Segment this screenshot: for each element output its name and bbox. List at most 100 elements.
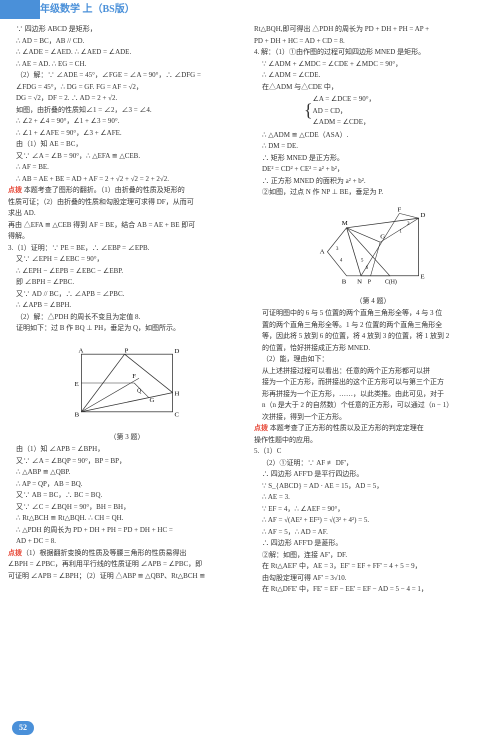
- text-line: ∴ ∠1 + ∠AFE = 90°，∠3 + ∠AFE.: [8, 128, 246, 139]
- text-line: 再由 △EFA ≌ △CEB 得到 AF = BE，结合 AB = AE + B…: [8, 220, 246, 231]
- text-line: n（n 是大于 2 的自然数）个任意的正方形，可以通过（n − 1）: [254, 400, 492, 411]
- text-line: ∴ ∠ADE = ∠AED. ∴ ∠AED = ∠ADE.: [8, 47, 246, 58]
- text-line: ∴ ∠ADM = ∠CDE.: [254, 70, 492, 81]
- svg-text:P: P: [125, 347, 129, 354]
- text-line: 等，因此将 5 放到 6 的位置，将 4 放到 3 的位置，将 1 放到 2: [254, 331, 492, 342]
- text-line: 次拼接，得到一个正方形。: [254, 412, 492, 423]
- svg-text:F: F: [397, 206, 401, 213]
- text-line: 又∵ ∠EPH = ∠EBC = 90°，: [8, 254, 246, 265]
- left-column: ∵ 四边形 ABCD 是矩形， ∴ AD = BC，AB // CD. ∴ ∠A…: [8, 23, 246, 596]
- svg-text:H: H: [175, 390, 180, 397]
- svg-text:6: 6: [366, 266, 369, 271]
- brace-line: ∠A = ∠DCE = 90°，: [313, 94, 376, 105]
- text-line: DG = √2，DF = 2. ∴ AD = 2 + √2.: [8, 93, 246, 104]
- svg-text:5: 5: [361, 258, 364, 263]
- svg-text:1: 1: [399, 229, 402, 234]
- text-line: 性质可证；（2）由折叠的性质和勾股定理可求得 DF，从而可: [8, 197, 246, 208]
- svg-text:2: 2: [407, 221, 410, 226]
- question-line: 3.（1）证明：∵ PE = BE，∴ ∠EBP = ∠EPB.: [8, 243, 246, 254]
- text-line: 又∵ ∠C = ∠BQH = 90°，BH = BH，: [8, 502, 246, 513]
- page-number: 52: [12, 721, 34, 735]
- diagram-3: A P D E F G H B C Q: [67, 338, 187, 428]
- svg-text:A: A: [320, 248, 325, 255]
- text-line: 又∵ ∠A = ∠BQP = 90°，BP = BP，: [8, 456, 246, 467]
- text-line: ∴ 四边形 AFF'D 是平行四边形。: [254, 469, 492, 480]
- text-line: 从上述拼接过程可以看出：任意的两个正方形都可以拼: [254, 366, 492, 377]
- text-line: ∴ △ADM ≌ △CDE（ASA）.: [254, 130, 492, 141]
- text-line: （2）能，理由如下：: [254, 354, 492, 365]
- svg-text:P: P: [368, 279, 371, 285]
- hint-line: 点拨 本题考查了正方形的性质以及正方形的判定定理在: [254, 423, 492, 434]
- hint-text: （1）根据翻折变换的性质及等腰三角形的性质易得出: [22, 549, 187, 557]
- text-line: ∴ Rt△BCH ≌ Rt△BQH. ∴ CH = QH.: [8, 513, 246, 524]
- text-line: 在 Rt△AEF' 中，AE = 3，EF' = EF + FF' = 4 + …: [254, 561, 492, 572]
- text-line: ∴ AF = 5，∴ AD = AF.: [254, 527, 492, 538]
- text-line: 求出 AD.: [8, 208, 246, 219]
- text-line: AD + DC = 8.: [8, 536, 246, 547]
- text-line: Rt△BQH,即可得出 △PDH 的周长为 PD + DH + PH = AP …: [254, 24, 492, 35]
- brace-line: AD = CD，: [313, 106, 376, 117]
- main-content: ∵ 四边形 ABCD 是矩形， ∴ AD = BC，AB // CD. ∴ ∠A…: [0, 19, 500, 600]
- brace-line: ∠ADM = ∠CDE，: [313, 117, 376, 128]
- left-brace-icon: {: [304, 105, 313, 116]
- text-line: PD + DH + HC = AD + CD = 8.: [254, 36, 492, 47]
- text-line: ∴ AD = BC，AB // CD.: [8, 36, 246, 47]
- text-line: ∴ DM = DE.: [254, 141, 492, 152]
- diagram-4: D E N M A B F G P C(H) 56 34 12: [313, 202, 433, 292]
- text-line: ②如图，过点 N 作 NP ⊥ BE，垂足为 P.: [254, 187, 492, 198]
- text-line: 如图，由折叠的性质知∠1 = ∠2，∠3 = ∠4.: [8, 105, 246, 116]
- svg-text:D: D: [421, 212, 426, 219]
- svg-text:4: 4: [340, 258, 343, 263]
- svg-text:E: E: [75, 380, 79, 387]
- diagram-caption: （第 3 题）: [8, 432, 246, 443]
- hint-line: 点拨 本题考查了图形的翻折。（1）由折叠的性质及矩形的: [8, 185, 246, 196]
- text-line: （2）①证明：∵ AF ≢ DF'，: [254, 458, 492, 469]
- text-line: ∵ EF = 4，∴ ∠AEF = 90°，: [254, 504, 492, 515]
- text-line: ∴ AF = √(AE² + EF²) = √(3² + 4²) = 5.: [254, 515, 492, 526]
- text-line: 得解。: [8, 231, 246, 242]
- text-line: 在△ADM 与△CDE 中，: [254, 82, 492, 93]
- text-line: ∴ ∠APB = ∠BPH.: [8, 300, 246, 311]
- text-line: ②解：如图，连接 AF'，DF.: [254, 550, 492, 561]
- text-line: 又∵ AB = BC，∴ BC = BQ.: [8, 490, 246, 501]
- svg-text:A: A: [79, 347, 84, 354]
- text-line: DE² = CD² + CE² = a² + b²，: [254, 164, 492, 175]
- svg-text:E: E: [421, 273, 425, 280]
- text-line: 在 Rt△DFE' 中，FE' = EF − EE' = EF − AD = 5…: [254, 584, 492, 595]
- diagram-caption: （第 4 题）: [254, 296, 492, 307]
- hint-label: 点拨: [8, 186, 22, 194]
- svg-text:C(H): C(H): [385, 278, 397, 285]
- brace-block: { ∠A = ∠DCE = 90°， AD = CD， ∠ADM = ∠CDE，: [254, 93, 492, 129]
- page-header: 九年级数学 上（BS版）: [0, 0, 500, 19]
- text-line: 由勾股定理可得 AF' = 3√10.: [254, 573, 492, 584]
- text-line: ∠FDG = 45°，∴ DG = GF. FG = AF = √2，: [8, 82, 246, 93]
- svg-text:C: C: [175, 411, 180, 418]
- text-line: 即 ∠BPH = ∠PBC.: [8, 277, 246, 288]
- text-line: ∴ AE = 3.: [254, 492, 492, 503]
- svg-text:Q: Q: [137, 388, 142, 394]
- hint-label: 点拨: [254, 424, 268, 432]
- question-line: 5.（1）C: [254, 446, 492, 457]
- text-line: 可证明 ∠APB = ∠BPH；（2）证明 △ABP ≌ △QBP、Rt△BCH…: [8, 571, 246, 582]
- text-line: 证明如下：过 B 作 BQ ⊥ PH，垂足为 Q，如图所示。: [8, 323, 246, 334]
- text-line: ∴ AB = AE + BE = AD + AF = 2 + √2 + √2 =…: [8, 174, 246, 185]
- text-line: 由（1）知 AE = BC，: [8, 139, 246, 150]
- text-line: ∴ △PDH 的周长为 PD + DH + PH = PD + DH + HC …: [8, 525, 246, 536]
- header-title: 九年级数学 上（BS版）: [30, 4, 135, 15]
- svg-text:B: B: [75, 411, 80, 418]
- text-line: 可证明图中的 6 与 5 位置的两个直角三角形全等，4 与 3 位: [254, 308, 492, 319]
- text-line: ∵ 四边形 ABCD 是矩形，: [8, 24, 246, 35]
- svg-text:G: G: [150, 397, 155, 404]
- text-line: 操作性题中的应用。: [254, 435, 492, 446]
- text-line: ∠BPH = ∠PBC，再利用平行线的性质证明 ∠APB = ∠PBC，即: [8, 559, 246, 570]
- svg-text:B: B: [342, 278, 347, 285]
- hint-text: 本题考查了正方形的性质以及正方形的判定定理在: [268, 424, 424, 432]
- text-line: 接为一个正方形，而拼接出的这个正方形可以与第三个正方: [254, 377, 492, 388]
- hint-text: 本题考查了图形的翻折。（1）由折叠的性质及矩形的: [22, 186, 185, 194]
- svg-text:N: N: [357, 278, 362, 285]
- right-column: Rt△BQH,即可得出 △PDH 的周长为 PD + DH + PH = AP …: [254, 23, 492, 596]
- svg-text:M: M: [342, 219, 348, 226]
- text-line: 由（1）知 ∠APB = ∠BPH，: [8, 444, 246, 455]
- text-line: ∴ AF = BE.: [8, 162, 246, 173]
- svg-text:F: F: [132, 373, 136, 380]
